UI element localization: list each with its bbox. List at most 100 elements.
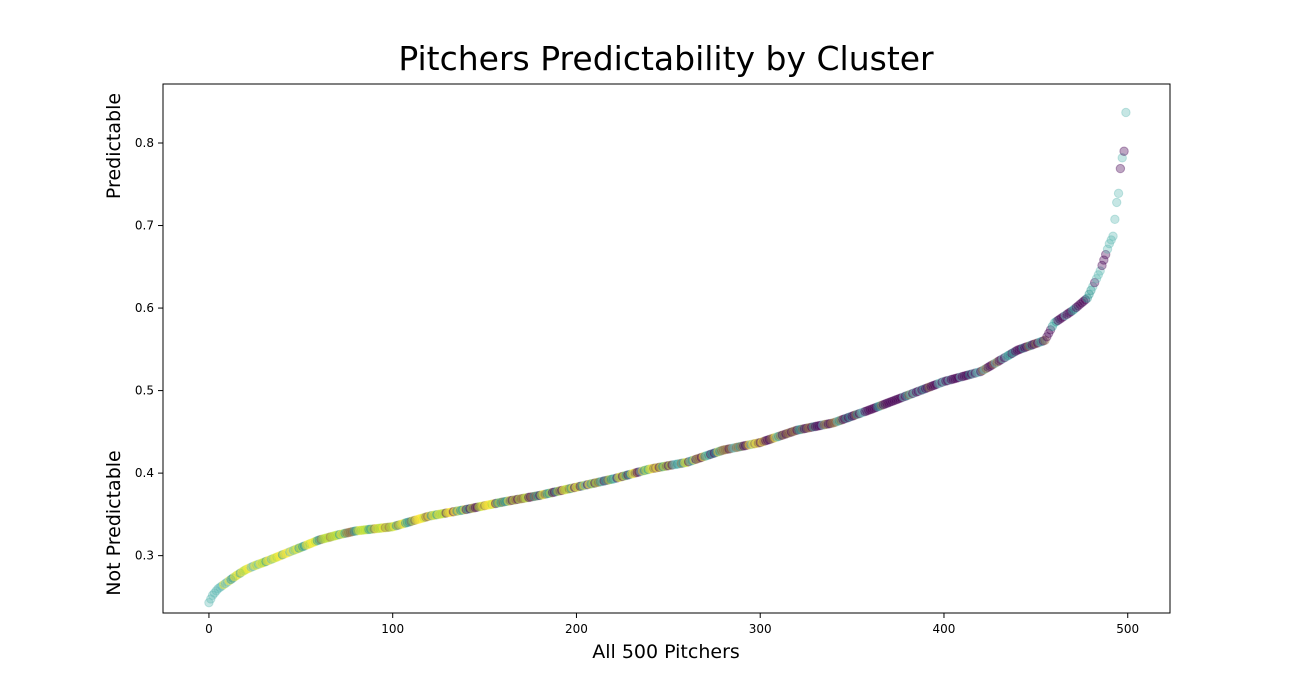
data-point: [270, 553, 280, 563]
data-point: [676, 458, 686, 469]
data-point: [226, 574, 236, 585]
data-point: [478, 501, 488, 511]
data-point: [645, 464, 655, 474]
data-point: [841, 413, 852, 423]
x-tick-label: 400: [933, 622, 956, 636]
data-point: [648, 463, 659, 474]
data-point: [768, 433, 778, 443]
data-point: [1060, 310, 1070, 321]
data-point: [540, 489, 550, 499]
data-point: [634, 467, 644, 477]
data-point: [1062, 309, 1072, 319]
data-point: [586, 479, 596, 489]
data-point: [308, 537, 319, 547]
data-point: [595, 477, 606, 487]
data-point: [670, 459, 681, 470]
data-point: [601, 475, 611, 486]
data-point: [777, 430, 787, 440]
data-point: [775, 431, 786, 441]
data-point: [331, 530, 341, 541]
data-point: [924, 382, 934, 392]
data-point: [1119, 146, 1129, 156]
data-point: [727, 443, 738, 453]
data-point: [546, 488, 556, 498]
data-point: [1082, 293, 1093, 303]
data-point: [992, 357, 1002, 367]
data-point: [953, 372, 964, 383]
data-point: [568, 483, 578, 493]
data-point: [288, 545, 299, 556]
data-point: [424, 511, 435, 521]
data-point: [523, 492, 534, 503]
data-point: [301, 540, 312, 550]
data-point: [702, 450, 712, 461]
data-point: [1055, 314, 1065, 324]
data-point: [818, 420, 828, 430]
data-point: [617, 471, 628, 482]
data-point: [1023, 341, 1034, 351]
data-point: [461, 504, 471, 515]
data-point: [514, 494, 525, 504]
data-point: [694, 453, 705, 463]
data-point: [213, 583, 223, 594]
data-point: [761, 436, 771, 446]
data-point: [1084, 289, 1094, 299]
data-point: [729, 443, 740, 453]
data-point: [310, 536, 321, 547]
data-point: [900, 391, 911, 401]
data-point: [972, 367, 982, 378]
data-point: [338, 529, 348, 539]
data-point: [795, 424, 806, 435]
data-point: [858, 407, 868, 417]
data-point: [413, 514, 424, 524]
data-point: [244, 563, 255, 573]
data-point: [854, 408, 865, 419]
data-point: [533, 491, 543, 501]
data-point: [1021, 342, 1032, 352]
data-point: [481, 500, 492, 511]
data-point: [1121, 107, 1131, 118]
y-tick-label: 0.3: [135, 549, 154, 563]
data-point: [1091, 274, 1102, 284]
data-point: [217, 581, 227, 591]
data-point: [476, 501, 486, 512]
data-point: [860, 406, 870, 417]
data-point: [397, 519, 407, 529]
data-point: [961, 370, 971, 381]
data-point: [448, 507, 459, 517]
data-point: [931, 379, 942, 390]
data-point: [358, 525, 368, 535]
data-point: [360, 525, 370, 535]
data-point: [512, 494, 523, 505]
data-point: [689, 455, 699, 465]
data-point: [614, 472, 624, 483]
data-point: [1075, 299, 1085, 310]
data-point: [239, 566, 249, 576]
data-point: [659, 461, 670, 472]
data-point: [716, 445, 727, 456]
data-point: [555, 486, 565, 496]
data-point: [399, 518, 409, 529]
data-point: [307, 538, 317, 548]
data-point: [829, 418, 839, 428]
data-point: [362, 524, 372, 535]
data-point: [704, 450, 714, 460]
data-point: [518, 493, 528, 504]
data-point: [636, 466, 646, 477]
data-points: [204, 107, 1131, 608]
data-point: [388, 522, 398, 532]
data-point: [786, 427, 797, 437]
data-point: [959, 371, 969, 381]
data-point: [623, 470, 633, 480]
data-point: [788, 426, 798, 437]
data-point: [1016, 344, 1026, 354]
data-point: [1007, 348, 1017, 359]
data-point: [229, 572, 240, 582]
data-point: [707, 449, 718, 459]
data-point: [979, 364, 990, 375]
data-point: [367, 524, 378, 534]
data-point: [1064, 308, 1074, 318]
data-point: [1099, 255, 1109, 265]
x-tick-label: 200: [565, 622, 588, 636]
data-point: [906, 389, 916, 399]
